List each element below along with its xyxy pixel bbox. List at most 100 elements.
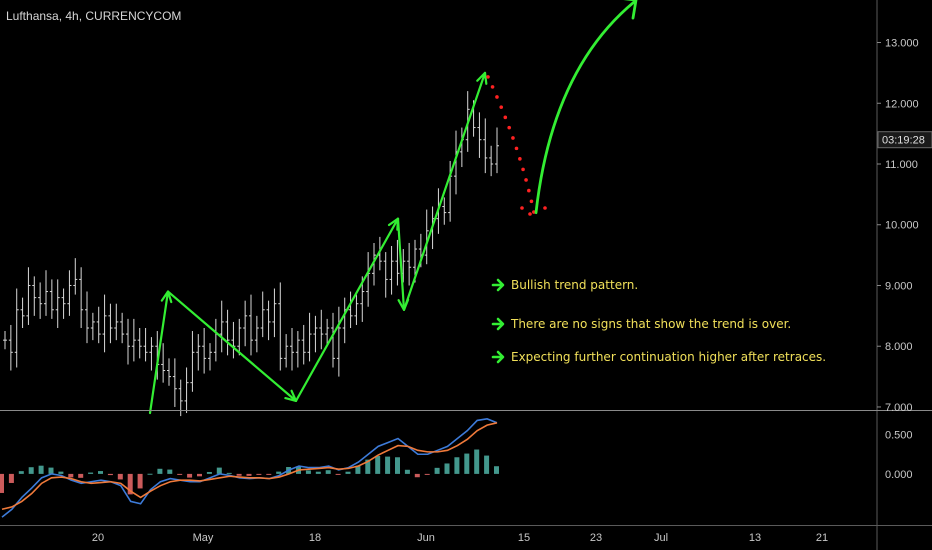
macd-tick-label: 0.000 [885, 469, 913, 481]
price-bar [55, 279, 60, 328]
price-bar [301, 324, 306, 365]
price-bar [26, 267, 31, 325]
price-bar [96, 306, 101, 344]
time-tick-label: 15 [518, 532, 530, 544]
price-tick-label: 10.000 [885, 220, 919, 232]
macd-histogram-bar [107, 473, 113, 476]
macd-histogram-bar [266, 473, 272, 475]
price-bar [137, 328, 142, 359]
macd-histogram-bar [345, 471, 351, 474]
macd-histogram-bar [315, 471, 321, 474]
macd-histogram-bar [276, 471, 282, 474]
macd-histogram-bar [206, 471, 212, 474]
price-bar [254, 315, 259, 353]
price-bar [260, 291, 265, 338]
price-bar [284, 334, 289, 368]
retrace-dot [520, 206, 524, 210]
price-bar [8, 324, 13, 371]
macd-histogram-bar [197, 473, 202, 477]
macd-histogram-bar [365, 459, 371, 474]
price-bar [20, 297, 25, 328]
macd-histogram-bar [157, 468, 163, 474]
price-bar [90, 312, 95, 341]
retrace-dot [511, 136, 515, 140]
macd-histogram-bar [8, 473, 14, 483]
retrace-dot [527, 188, 531, 193]
macd-histogram-bar [355, 465, 361, 474]
trend-segment [396, 217, 406, 311]
retrace-dot [521, 167, 525, 172]
price-badge-label: 03:19:28 [882, 135, 925, 147]
retrace-dot [524, 178, 528, 182]
time-tick-label: 23 [590, 532, 602, 544]
price-tick-label: 13.000 [885, 38, 919, 50]
price-bar [61, 288, 66, 319]
annotation-item: Expecting further continuation higher af… [491, 350, 826, 364]
price-bar [126, 318, 130, 365]
time-tick-label: Jul [654, 532, 668, 544]
price-bar [167, 358, 171, 386]
price-bar [32, 276, 37, 316]
price-bar [354, 294, 359, 325]
price-bar [14, 288, 19, 368]
retrace-dot [528, 212, 532, 216]
macd-histogram-bar [0, 473, 4, 493]
time-tick-label: May [193, 532, 214, 544]
macd-histogram-bar [28, 467, 34, 474]
price-bar [342, 297, 347, 344]
price-bar [196, 334, 201, 371]
price-bar [219, 300, 224, 353]
chart-title: Lufthansa, 4h, CURRENCYCOM [6, 9, 182, 23]
macd-histogram-bar [444, 463, 450, 474]
retrace-dot [518, 157, 522, 161]
price-bar [395, 239, 400, 286]
price-bar [161, 343, 166, 383]
price-bar [290, 328, 294, 371]
price-bar [366, 252, 371, 307]
retrace-dot [486, 75, 490, 79]
price-tick-label: 9.000 [885, 280, 913, 292]
time-tick-label: 13 [749, 532, 761, 544]
price-bar [79, 267, 84, 328]
macd-histogram-bar [385, 456, 391, 474]
annotation-text: Expecting further continuation higher af… [511, 350, 826, 364]
price-bar [225, 309, 230, 356]
macd-histogram-bar [236, 473, 242, 476]
signal-line [1, 422, 498, 511]
retrace-dot [529, 199, 534, 204]
price-bar [307, 312, 312, 362]
price-bar [202, 328, 207, 374]
trend-arrowhead [476, 71, 488, 85]
price-bars [3, 91, 499, 417]
time-tick-label: 21 [816, 532, 828, 544]
macd-line [1, 418, 498, 518]
macd-histogram-bar [335, 473, 341, 475]
retrace-dot [503, 115, 508, 120]
price-bar [272, 288, 277, 338]
price-bar [208, 343, 212, 371]
green-right-arrow-icon [491, 350, 505, 364]
macd-histogram-bar [474, 449, 480, 474]
macd-histogram-bar [147, 473, 153, 475]
trend-segment [294, 217, 400, 402]
macd-tick-label: 0.500 [885, 430, 913, 442]
price-bar [102, 294, 107, 353]
price-bar [383, 252, 388, 298]
macd-histogram-bar [78, 473, 84, 478]
price-bar [131, 318, 136, 362]
annotation-notes: Bullish trend pattern. There are no signs… [491, 278, 826, 364]
annotation-text: There are no signs that show the trend i… [510, 317, 791, 331]
trend-segment [402, 71, 487, 311]
price-bar [3, 331, 7, 350]
price-bar [249, 294, 253, 356]
price-bar [172, 358, 177, 407]
retrace-guide [488, 77, 536, 223]
price-tick-label: 11.000 [885, 159, 918, 171]
macd-histogram-bar [117, 473, 123, 480]
price-bar [108, 303, 113, 344]
price-bar [44, 270, 48, 316]
trend-segment [148, 290, 170, 415]
price-bar [325, 318, 330, 347]
macd-histogram-bar [325, 470, 331, 474]
